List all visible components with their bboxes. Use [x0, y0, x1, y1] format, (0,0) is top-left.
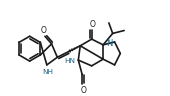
Text: NH: NH: [42, 69, 53, 75]
Text: N: N: [106, 39, 112, 48]
Text: O: O: [41, 26, 47, 35]
Text: O: O: [90, 20, 96, 29]
Text: HN: HN: [64, 58, 75, 64]
Text: O: O: [80, 86, 86, 95]
